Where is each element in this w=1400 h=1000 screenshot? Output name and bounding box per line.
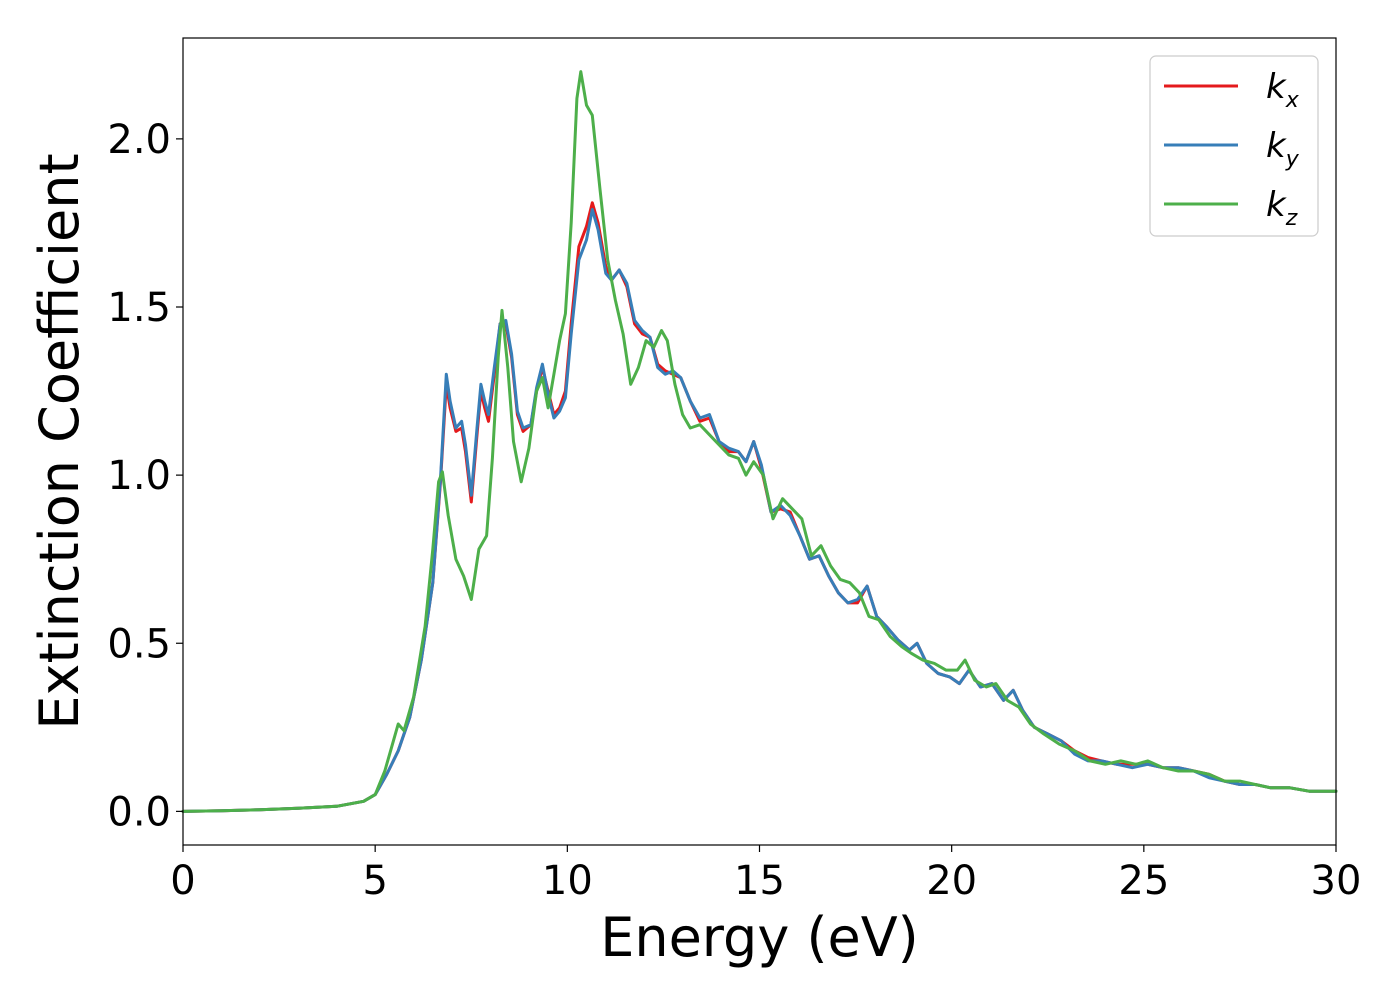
legend-label-subscript: z [1285,206,1298,231]
y-axis-ticks: 0.0 0.5 1.0 1.5 2.0 [107,117,183,835]
y-axis-title: Extinction Coefficient [28,153,91,729]
x-tick-label: 25 [1118,858,1169,904]
series-layer [181,70,1338,813]
x-tick-label: 20 [926,858,977,904]
x-axis-ticks: 0 5 10 15 20 25 30 [170,845,1361,904]
legend-label-subscript: y [1285,147,1300,172]
legend-label-main: k [1266,67,1287,107]
y-tick-label: 2.0 [107,117,171,163]
x-tick-label: 5 [362,858,387,904]
x-tick-label: 30 [1311,858,1362,904]
y-tick-label: 0.5 [107,621,171,667]
x-tick-label: 15 [734,858,785,904]
y-tick-label: 1.5 [107,285,171,331]
x-tick-label: 10 [542,858,593,904]
legend-label-kx: kx [1266,67,1300,113]
legend-label-ky: ky [1266,126,1300,172]
x-tick-label: 0 [170,858,195,904]
x-axis-title: Energy (eV) [600,906,919,969]
legend-label-main: k [1266,185,1287,225]
legend-label-kz: kz [1266,185,1298,231]
legend-label-subscript: x [1285,88,1300,113]
y-tick-label: 0.0 [107,789,171,835]
series-line-ky [181,208,1338,813]
y-tick-label: 1.0 [107,453,171,499]
series-line-kz [181,70,1338,813]
legend-label-main: k [1266,126,1287,166]
